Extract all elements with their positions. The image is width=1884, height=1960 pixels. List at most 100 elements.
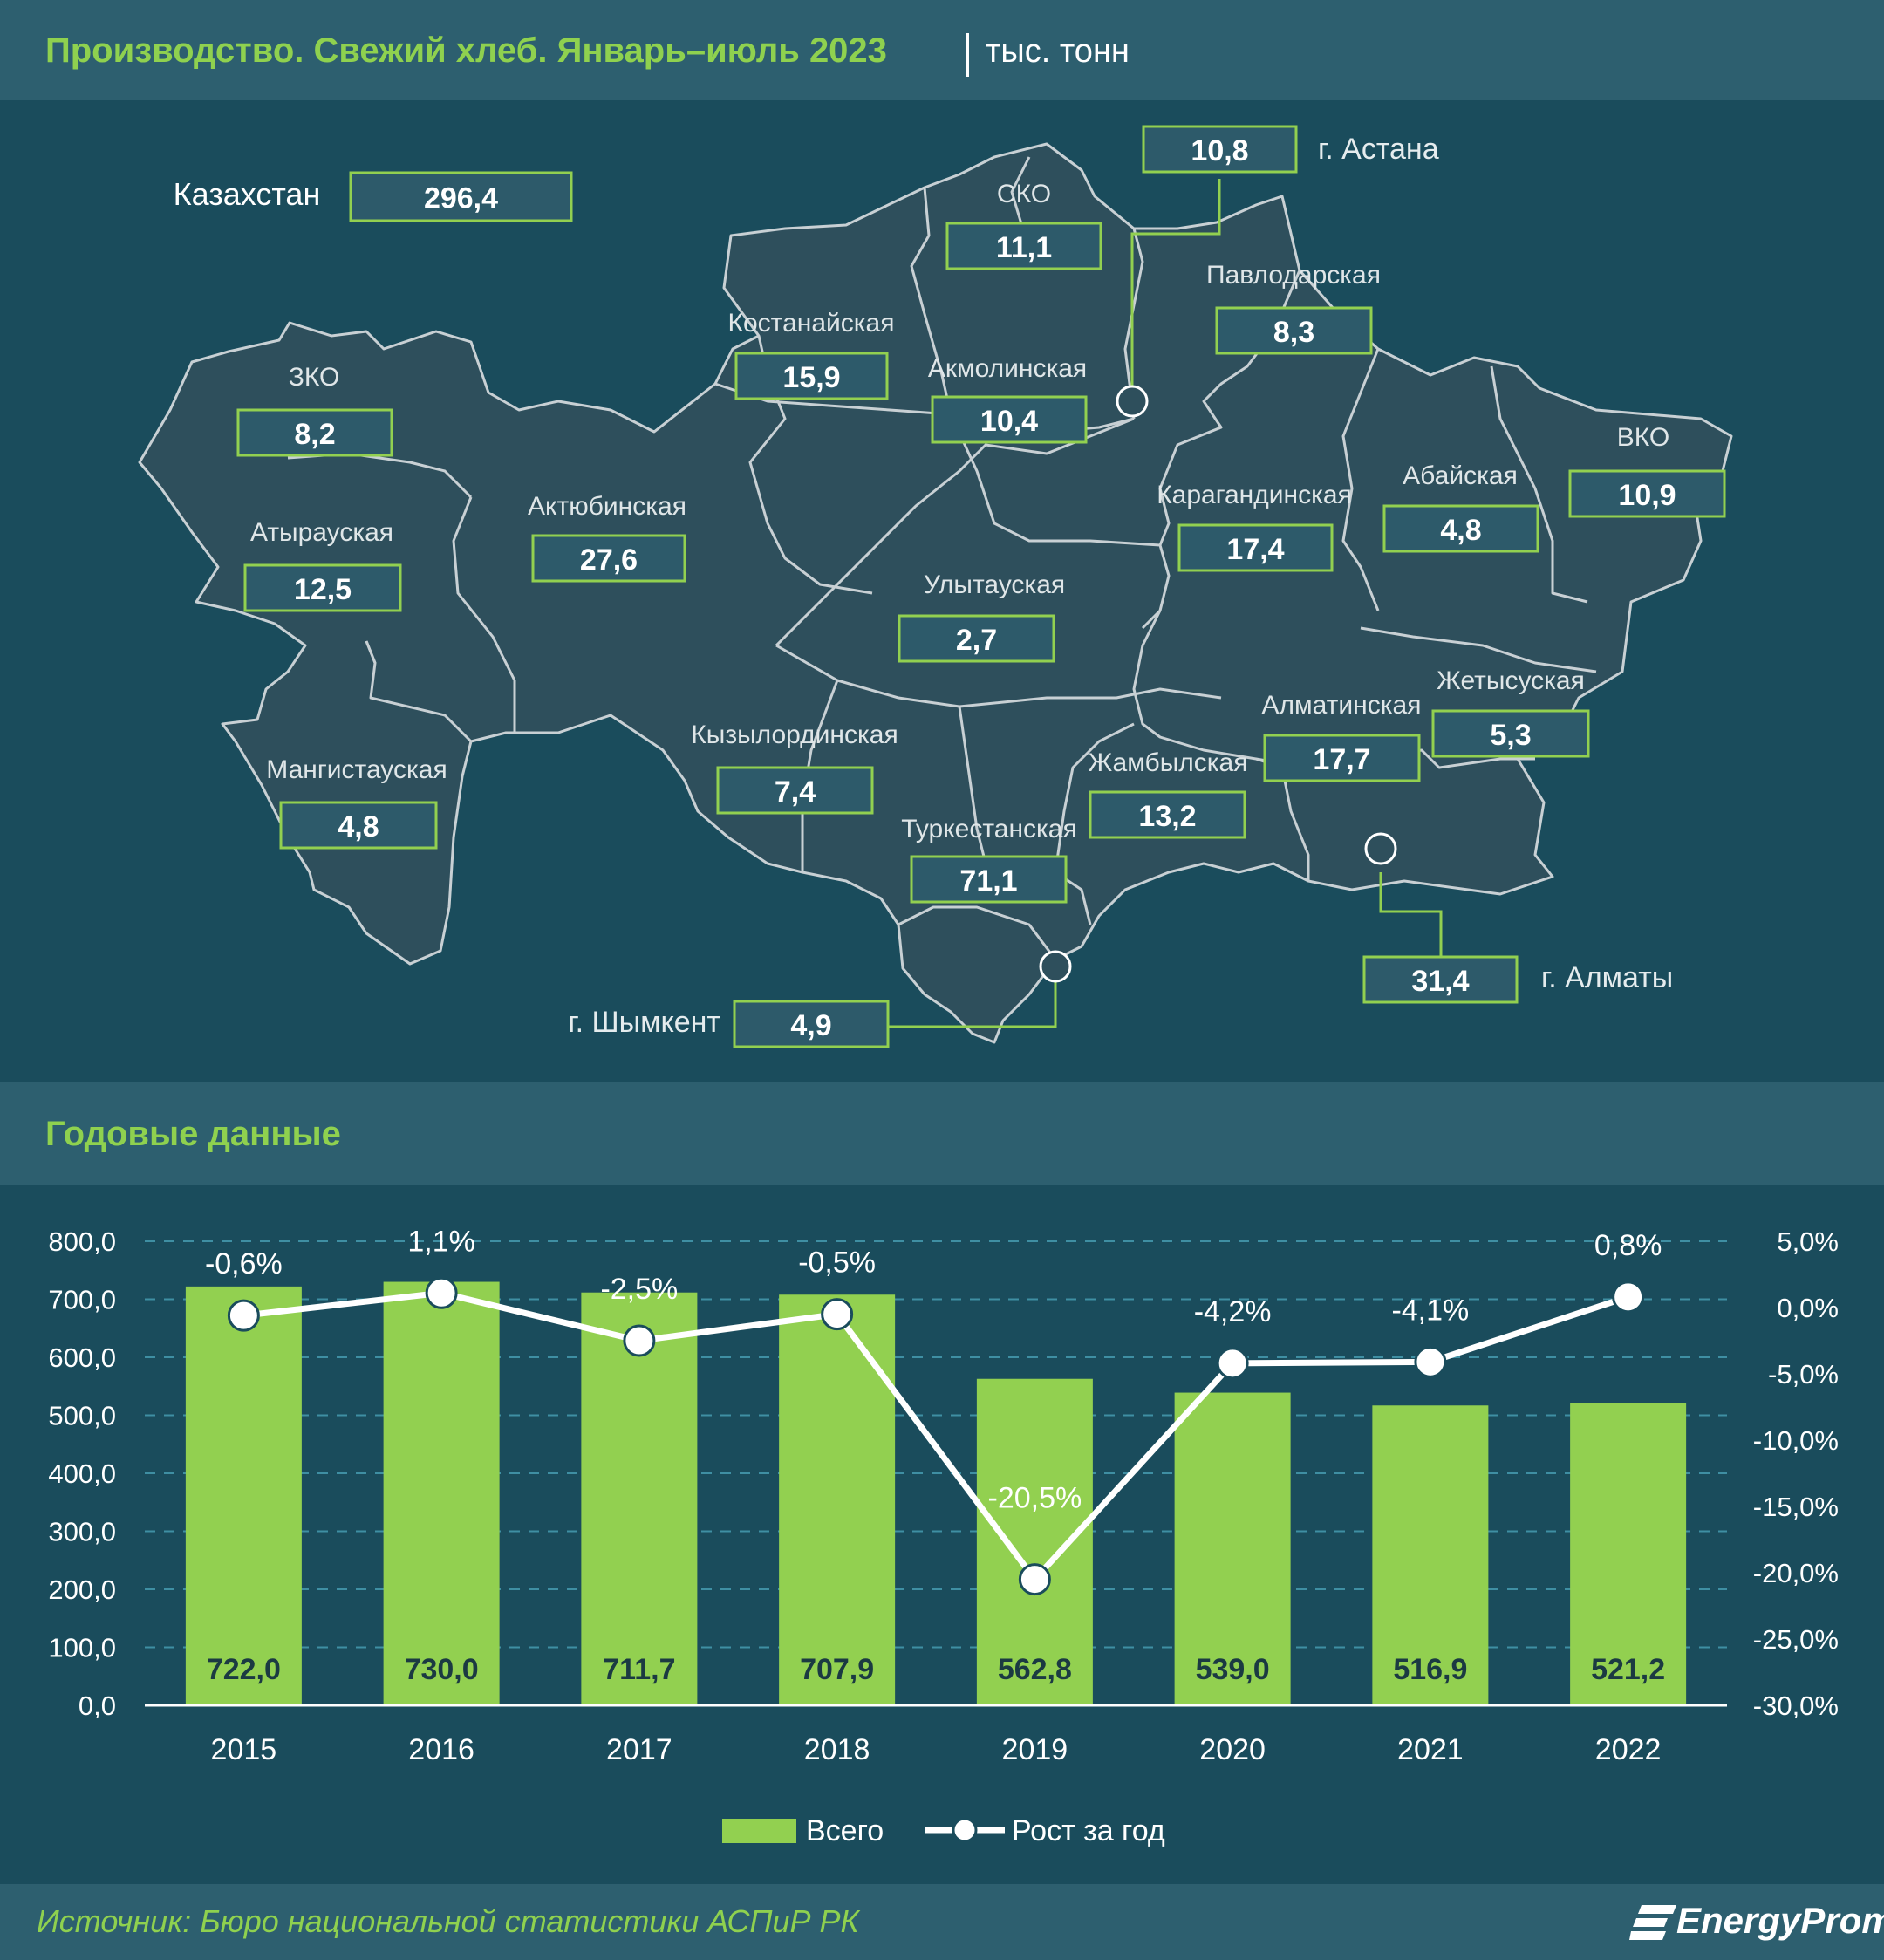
kazakhstan-map: Казахстан 296,4 ЗКО 8,2 Атырауская 12,5 Мангис… (138, 125, 1733, 1048)
legend-bar-label: Всего (806, 1814, 884, 1847)
city-г-астана-value: 10,8 (1191, 134, 1248, 167)
region-жетысуская-value: 5,3 (1490, 719, 1531, 752)
bar-2018 (779, 1294, 896, 1705)
y-left-tick-label: 0,0 (78, 1690, 116, 1721)
x-tick-label: 2016 (408, 1733, 474, 1766)
almaty-leader-line (1379, 872, 1443, 960)
x-tick-label: 2019 (1002, 1733, 1068, 1766)
legend-line-label: Рост за год (1012, 1814, 1165, 1847)
x-tick-label: 2021 (1397, 1733, 1464, 1766)
region-кызылординская-name: Кызылординская (691, 720, 898, 749)
map-title: Производство. Свежий хлеб. Январь–июль 2… (45, 31, 887, 70)
y-right-tick-label: -5,0% (1768, 1359, 1839, 1390)
region-вко-value-box: 10,9 (1568, 469, 1726, 518)
growth-point-2017 (623, 1324, 656, 1357)
region-мангистауская-name: Мангистауская (266, 755, 447, 784)
city-г-алматы-name: г. Алматы (1541, 961, 1673, 994)
region-карагандинская-value-box: 17,4 (1178, 523, 1334, 572)
map-unit: тыс. тонн (986, 33, 1130, 70)
region-абайская-value: 4,8 (1440, 514, 1481, 547)
region-мангистауская-value: 4,8 (338, 810, 379, 843)
bar-value-label: 521,2 (1591, 1653, 1665, 1686)
bar-2015 (185, 1286, 302, 1705)
region-костанайская-value: 15,9 (782, 361, 840, 394)
country-value-box: 296,4 (349, 171, 573, 222)
growth-label: -0,6% (205, 1247, 283, 1280)
x-tick-label: 2015 (211, 1733, 277, 1766)
growth-line (242, 1289, 1629, 1583)
region-атырауская-value-box: 12,5 (243, 563, 402, 612)
energyprom-logo: EnergyProm (1676, 1900, 1884, 1941)
region-кызылординская-value: 7,4 (775, 775, 816, 809)
region-зко-value: 8,2 (294, 418, 335, 451)
growth-label: -4,1% (1391, 1294, 1469, 1327)
bar-value-label: 722,0 (207, 1653, 281, 1686)
y-left-tick-label: 800,0 (48, 1226, 116, 1257)
bar-2019 (976, 1378, 1093, 1705)
y-right-tick-label: -25,0% (1753, 1624, 1839, 1655)
y-right-tick-label: 5,0% (1777, 1226, 1839, 1257)
y-left-tick-label: 400,0 (48, 1458, 116, 1489)
city-г-астана-value-box: 10,8 (1142, 125, 1298, 174)
region-вко-name: ВКО (1617, 423, 1669, 452)
y-right-tick-label: -30,0% (1753, 1690, 1839, 1721)
bar-value-label: 516,9 (1393, 1653, 1467, 1686)
map-header: Производство. Свежий хлеб. Январь–июль 2… (0, 0, 1884, 100)
city-г-шымкент-value: 4,9 (790, 1009, 831, 1042)
region-карагандинская-value: 17,4 (1226, 533, 1284, 566)
x-tick-label: 2017 (606, 1733, 672, 1766)
region-акмолинская-name: Акмолинская (928, 354, 1087, 383)
growth-label: -0,5% (798, 1246, 876, 1280)
city-г-алматы-value: 31,4 (1411, 965, 1469, 998)
region-атырауская-value: 12,5 (294, 573, 352, 606)
region-костанайская-name: Костанайская (728, 309, 895, 338)
region-актюбинская-value: 27,6 (580, 543, 638, 577)
source-note: Источник: Бюро национальной статистики А… (37, 1903, 859, 1939)
growth-label: -2,5% (600, 1273, 678, 1306)
region-костанайская-value-box: 15,9 (734, 352, 889, 400)
region-жамбылская-value: 13,2 (1138, 800, 1196, 833)
region-туркестанская-name: Туркестанская (901, 815, 1077, 843)
city-г-шымкент-value-box: 4,9 (733, 1000, 890, 1048)
y-right-tick-label: -20,0% (1753, 1558, 1839, 1588)
region-улытауская-value-box: 2,7 (898, 614, 1055, 663)
region-павлодарская-value-box: 8,3 (1215, 306, 1373, 355)
legend-line: Рост за год (925, 1814, 1165, 1847)
region-абайская-value-box: 4,8 (1382, 504, 1539, 553)
footer: Источник: Бюро национальной статистики А… (0, 1884, 1884, 1960)
x-tick-label: 2020 (1199, 1733, 1266, 1766)
growth-label: 1,1% (407, 1225, 475, 1258)
region-жамбылская-name: Жамбылская (1089, 748, 1248, 777)
country-value: 296,4 (424, 182, 498, 215)
chart-title: Годовые данные (45, 1115, 341, 1153)
y-right-tick-label: -10,0% (1753, 1425, 1839, 1456)
x-tick-label: 2018 (804, 1733, 870, 1766)
growth-point-2016 (425, 1276, 458, 1309)
region-павлодарская-name: Павлодарская (1206, 261, 1381, 290)
region-абайская-name: Абайская (1403, 461, 1518, 490)
y-left-tick-label: 300,0 (48, 1517, 116, 1547)
region-жетысуская-value-box: 5,3 (1431, 709, 1590, 758)
city-г-шымкент-name: г. Шымкент (568, 1006, 720, 1039)
legend-bar: Всего (722, 1814, 884, 1847)
region-вко-value: 10,9 (1618, 479, 1676, 512)
y-left-tick-label: 700,0 (48, 1285, 116, 1315)
region-жетысуская-name: Жетысуская (1437, 666, 1585, 695)
y-right-tick-label: 0,0% (1777, 1293, 1839, 1323)
bar-2021 (1372, 1405, 1489, 1705)
region-зко-name: ЗКО (289, 363, 340, 392)
bar-2017 (581, 1292, 698, 1705)
region-алматинская-name: Алматинская (1262, 691, 1422, 720)
chart-header: Годовые данные (0, 1082, 1884, 1185)
growth-point-2015 (227, 1299, 260, 1332)
bar-2022 (1570, 1403, 1687, 1705)
shymkent-leader-line (888, 981, 1057, 1028)
region-мангистауская-value-box: 4,8 (279, 801, 438, 850)
region-актюбинская-value-box: 27,6 (531, 534, 686, 583)
region-улытауская-name: Улытауская (924, 570, 1065, 599)
astana-marker-icon (1116, 385, 1149, 418)
region-акмолинская-value-box: 10,4 (931, 395, 1088, 444)
y-left-tick-label: 500,0 (48, 1401, 116, 1431)
almaty-marker-icon (1364, 832, 1397, 865)
region-зко-value-box: 8,2 (236, 408, 393, 457)
